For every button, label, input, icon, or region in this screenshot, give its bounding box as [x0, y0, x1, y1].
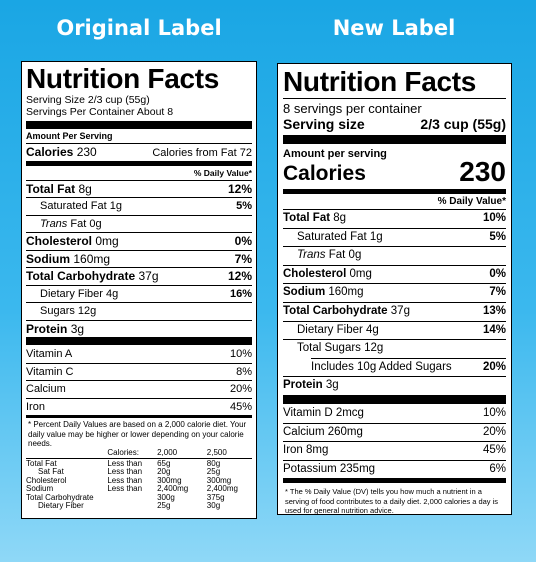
new-row-added-sugars: Includes 10g Added Sugars 20% [311, 360, 506, 373]
original-row-total-carbohydrate: Total Carbohydrate 37g 12% [26, 269, 252, 283]
original-row-cholesterol: Cholesterol 0mg 0% [26, 234, 252, 248]
new-serving-size-label: Serving size [283, 116, 365, 132]
original-serving-size: Serving Size 2/3 cup (55g) [26, 94, 150, 106]
original-calories-row: Calories 230 Calories from Fat 72 [26, 144, 252, 161]
new-row-sodium: Sodium 160mg 7% [283, 286, 506, 299]
new-row-protein: Protein 3g [283, 379, 339, 392]
new-footnote: * The % Daily Value (DV) tells you how m… [285, 487, 499, 516]
new-row-total-sugars: Total Sugars 12g [297, 342, 384, 355]
original-row-total-fat: Total Fat 8g 12% [26, 181, 252, 196]
original-nutrition-label: Nutrition Facts Serving Size 2/3 cup (55… [21, 61, 257, 519]
new-row-iron: Iron 8mg 45% [283, 444, 506, 457]
new-calories-label: Calories [283, 162, 366, 185]
new-serving-size-value: 2/3 cup (55g) [420, 116, 506, 132]
original-row-protein: Protein 3g [26, 321, 85, 336]
new-calories-value: 230 [459, 156, 506, 187]
new-row-potassium: Potassium 235mg 6% [283, 462, 506, 475]
original-row-vitamin-a: Vitamin A 10% [26, 348, 252, 360]
new-row-dietary-fiber: Dietary Fiber 4g 14% [297, 323, 506, 336]
new-row-saturated-fat: Saturated Fat 1g 5% [297, 230, 506, 243]
original-row-saturated-fat: Saturated Fat 1g 5% [40, 200, 252, 212]
new-row-calcium: Calcium 260mg 20% [283, 425, 506, 438]
original-row-trans-fat: Trans Fat 0g [40, 217, 102, 230]
original-footnote-table: Calories: 2,000 2,500 Total Fat Less than… [26, 448, 252, 511]
original-row-iron: Iron 45% [26, 400, 252, 413]
new-serving-size-row: Serving size 2/3 cup (55g) [283, 116, 506, 132]
original-footnote: * Percent Daily Values are based on a 2,… [28, 420, 247, 448]
original-dv-header: % Daily Value* [193, 167, 252, 178]
new-row-cholesterol: Cholesterol 0mg 0% [283, 267, 506, 280]
original-calories-label: Calories [26, 145, 74, 159]
original-calories-value: 230 [76, 145, 97, 159]
original-row-calcium: Calcium 20% [26, 383, 252, 395]
new-row-total-fat: Total Fat 8g 10% [283, 212, 506, 224]
original-label-heading: Original Label [56, 16, 222, 40]
new-servings-per-container: 8 servings per container [283, 101, 422, 116]
original-calories-from-fat: Calories from Fat 72 [152, 147, 252, 159]
new-dv-header: % Daily Value* [437, 196, 506, 207]
original-title: Nutrition Facts [26, 63, 220, 94]
new-title: Nutrition Facts [283, 66, 477, 97]
new-label-heading: New Label [332, 16, 456, 40]
new-amount-per-serving: Amount per serving [283, 148, 387, 160]
original-row-vitamin-c: Vitamin C 8% [26, 365, 252, 378]
original-amount-per-serving: Amount Per Serving [26, 131, 113, 141]
original-row-sodium: Sodium 160mg 7% [26, 251, 252, 266]
original-row-sugars: Sugars 12g [40, 305, 97, 317]
original-servings-per-container: Servings Per Container About 8 [26, 106, 174, 118]
new-row-trans-fat: Trans Fat 0g [297, 249, 362, 262]
new-row-total-carbohydrate: Total Carbohydrate 37g 13% [283, 304, 506, 317]
new-nutrition-label: Nutrition Facts 8 servings per container… [277, 63, 512, 515]
new-calories-row: Calories 230 [283, 156, 506, 187]
new-row-vitamin-d: Vitamin D 2mcg 10% [283, 406, 506, 419]
original-row-dietary-fiber: Dietary Fiber 4g 16% [40, 287, 252, 300]
